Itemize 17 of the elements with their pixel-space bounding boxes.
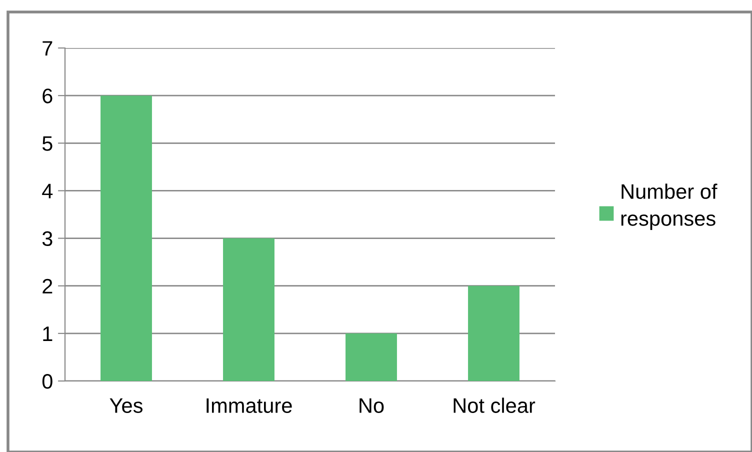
x-tick-label: Yes xyxy=(110,398,142,413)
x-tick-label: No xyxy=(360,398,384,413)
y-tick-label: 0 xyxy=(42,374,52,389)
y-tick-label: 2 xyxy=(42,278,52,294)
y-tick-label: 4 xyxy=(42,184,53,198)
y-tick-label: 1 xyxy=(43,326,52,341)
bar xyxy=(346,333,397,381)
x-tick-label: Immature xyxy=(206,398,292,413)
y-tick-label: 7 xyxy=(42,41,52,56)
y-tick-label: 5 xyxy=(42,136,52,151)
bar xyxy=(468,286,520,381)
y-tick-label: 3 xyxy=(42,231,52,246)
bar xyxy=(100,96,152,381)
legend-label: Number of responses xyxy=(621,184,718,230)
x-tick-label: Not clear xyxy=(454,398,536,413)
bar xyxy=(223,238,274,381)
y-tick-label: 6 xyxy=(42,88,52,104)
